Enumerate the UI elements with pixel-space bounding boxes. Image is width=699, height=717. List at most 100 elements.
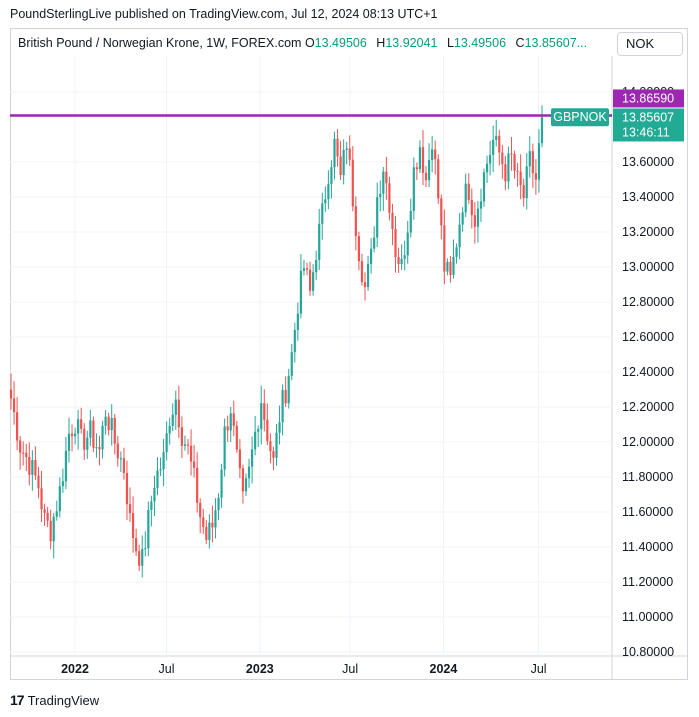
candle-body: [376, 197, 379, 238]
candle-body: [131, 513, 135, 539]
candle-body: [141, 549, 144, 566]
candle-body: [211, 522, 214, 528]
candle-body: [495, 135, 498, 140]
candle-body: [424, 172, 428, 181]
candle-body: [22, 452, 25, 454]
candle-body: [437, 159, 440, 199]
price-tick-label: 10.80000: [622, 645, 674, 659]
candle-body: [431, 149, 434, 161]
price-axis: 14.0000013.6000013.4000013.2000013.00000…: [622, 85, 674, 659]
candle-body: [305, 268, 309, 270]
candle-body: [241, 468, 245, 492]
candle-body: [461, 212, 464, 225]
candle-body: [513, 153, 516, 171]
candle-body: [254, 431, 257, 450]
candle-body: [34, 459, 37, 476]
candle-body: [92, 420, 95, 448]
candle-body: [147, 509, 150, 549]
candle-body: [482, 172, 486, 202]
candle-body: [339, 156, 342, 176]
candle-body: [452, 256, 455, 275]
candle-body: [290, 352, 293, 376]
countdown-text: 13:46:11: [622, 125, 670, 139]
currency-selector[interactable]: NOK: [617, 32, 683, 56]
candle-body: [330, 167, 333, 185]
candle-body: [80, 419, 83, 429]
candle-body: [125, 472, 129, 505]
candle-body: [409, 210, 412, 233]
candle-body: [412, 167, 415, 211]
candle-body: [321, 203, 324, 224]
candle-body: [174, 399, 177, 415]
low-label: L: [446, 36, 454, 50]
candle-body: [165, 433, 168, 453]
candle-body: [485, 163, 489, 173]
candle-body: [501, 152, 504, 165]
candle-body: [104, 416, 107, 426]
candle-body: [49, 520, 52, 542]
candle-body: [9, 389, 13, 399]
candle-body: [156, 470, 159, 488]
candle-body: [28, 456, 31, 475]
price-tick-label: 11.40000: [622, 540, 673, 554]
candle-body: [287, 375, 290, 404]
candle-body: [510, 153, 513, 155]
candle-body: [250, 449, 254, 467]
time-axis: 2022 Jul 2023 Jul 2024 Jul: [61, 662, 546, 676]
candle-body: [324, 199, 327, 204]
candle-body: [159, 469, 162, 471]
candle-body: [336, 138, 339, 157]
candle-body: [296, 313, 299, 330]
candle-body: [327, 184, 330, 200]
candle-body: [128, 504, 132, 514]
price-tick-label: 12.20000: [622, 400, 674, 414]
price-tick-label: 13.20000: [622, 225, 674, 239]
candle-body: [229, 413, 232, 431]
candle-body: [479, 201, 483, 209]
symbol-label-bg: [551, 108, 609, 127]
candle-body: [83, 428, 86, 450]
candle-body: [202, 517, 205, 527]
candle-body: [308, 269, 312, 291]
candle-body: [46, 512, 49, 521]
candle-body: [37, 475, 40, 489]
time-tick-label: Jul: [342, 662, 358, 676]
candle-body: [135, 538, 138, 552]
time-tick-label: 2024: [430, 662, 458, 676]
candle-body: [421, 147, 425, 173]
tradingview-logo: 17 TradingView: [10, 692, 99, 708]
open-label: O: [304, 36, 315, 50]
candle-body: [247, 466, 251, 479]
open-value: 13.49506: [314, 36, 367, 50]
candle-body: [95, 447, 98, 449]
candle-body: [220, 469, 223, 498]
candle-body: [244, 478, 248, 492]
candle-body: [110, 417, 113, 431]
last-price-badge: [613, 108, 684, 142]
resistance-price-badge: [613, 89, 684, 108]
candle-body: [504, 164, 507, 182]
candle-body: [217, 497, 220, 511]
candle-body: [226, 426, 229, 431]
candle-body: [333, 138, 336, 168]
candle-body: [299, 270, 303, 314]
candle-body: [467, 183, 470, 200]
candle-body: [403, 255, 406, 259]
candle-body: [40, 488, 43, 510]
candle-body: [366, 263, 370, 287]
candle-body: [31, 459, 34, 475]
candle-body: [150, 501, 153, 510]
candle-body: [266, 419, 269, 442]
candle-body: [351, 159, 354, 207]
chart-header: British Pound / Norwegian Krone, 1W, FOR…: [18, 36, 593, 50]
candle-body: [315, 259, 318, 273]
candle-body: [470, 199, 473, 216]
candle-body: [406, 232, 409, 256]
candle-body: [293, 329, 296, 353]
candle-body: [318, 223, 321, 260]
high-value: 13.92041: [385, 36, 438, 50]
candle-body: [25, 452, 28, 457]
candle-body: [519, 171, 522, 186]
candle-body: [272, 451, 275, 458]
candle-body: [205, 526, 208, 540]
